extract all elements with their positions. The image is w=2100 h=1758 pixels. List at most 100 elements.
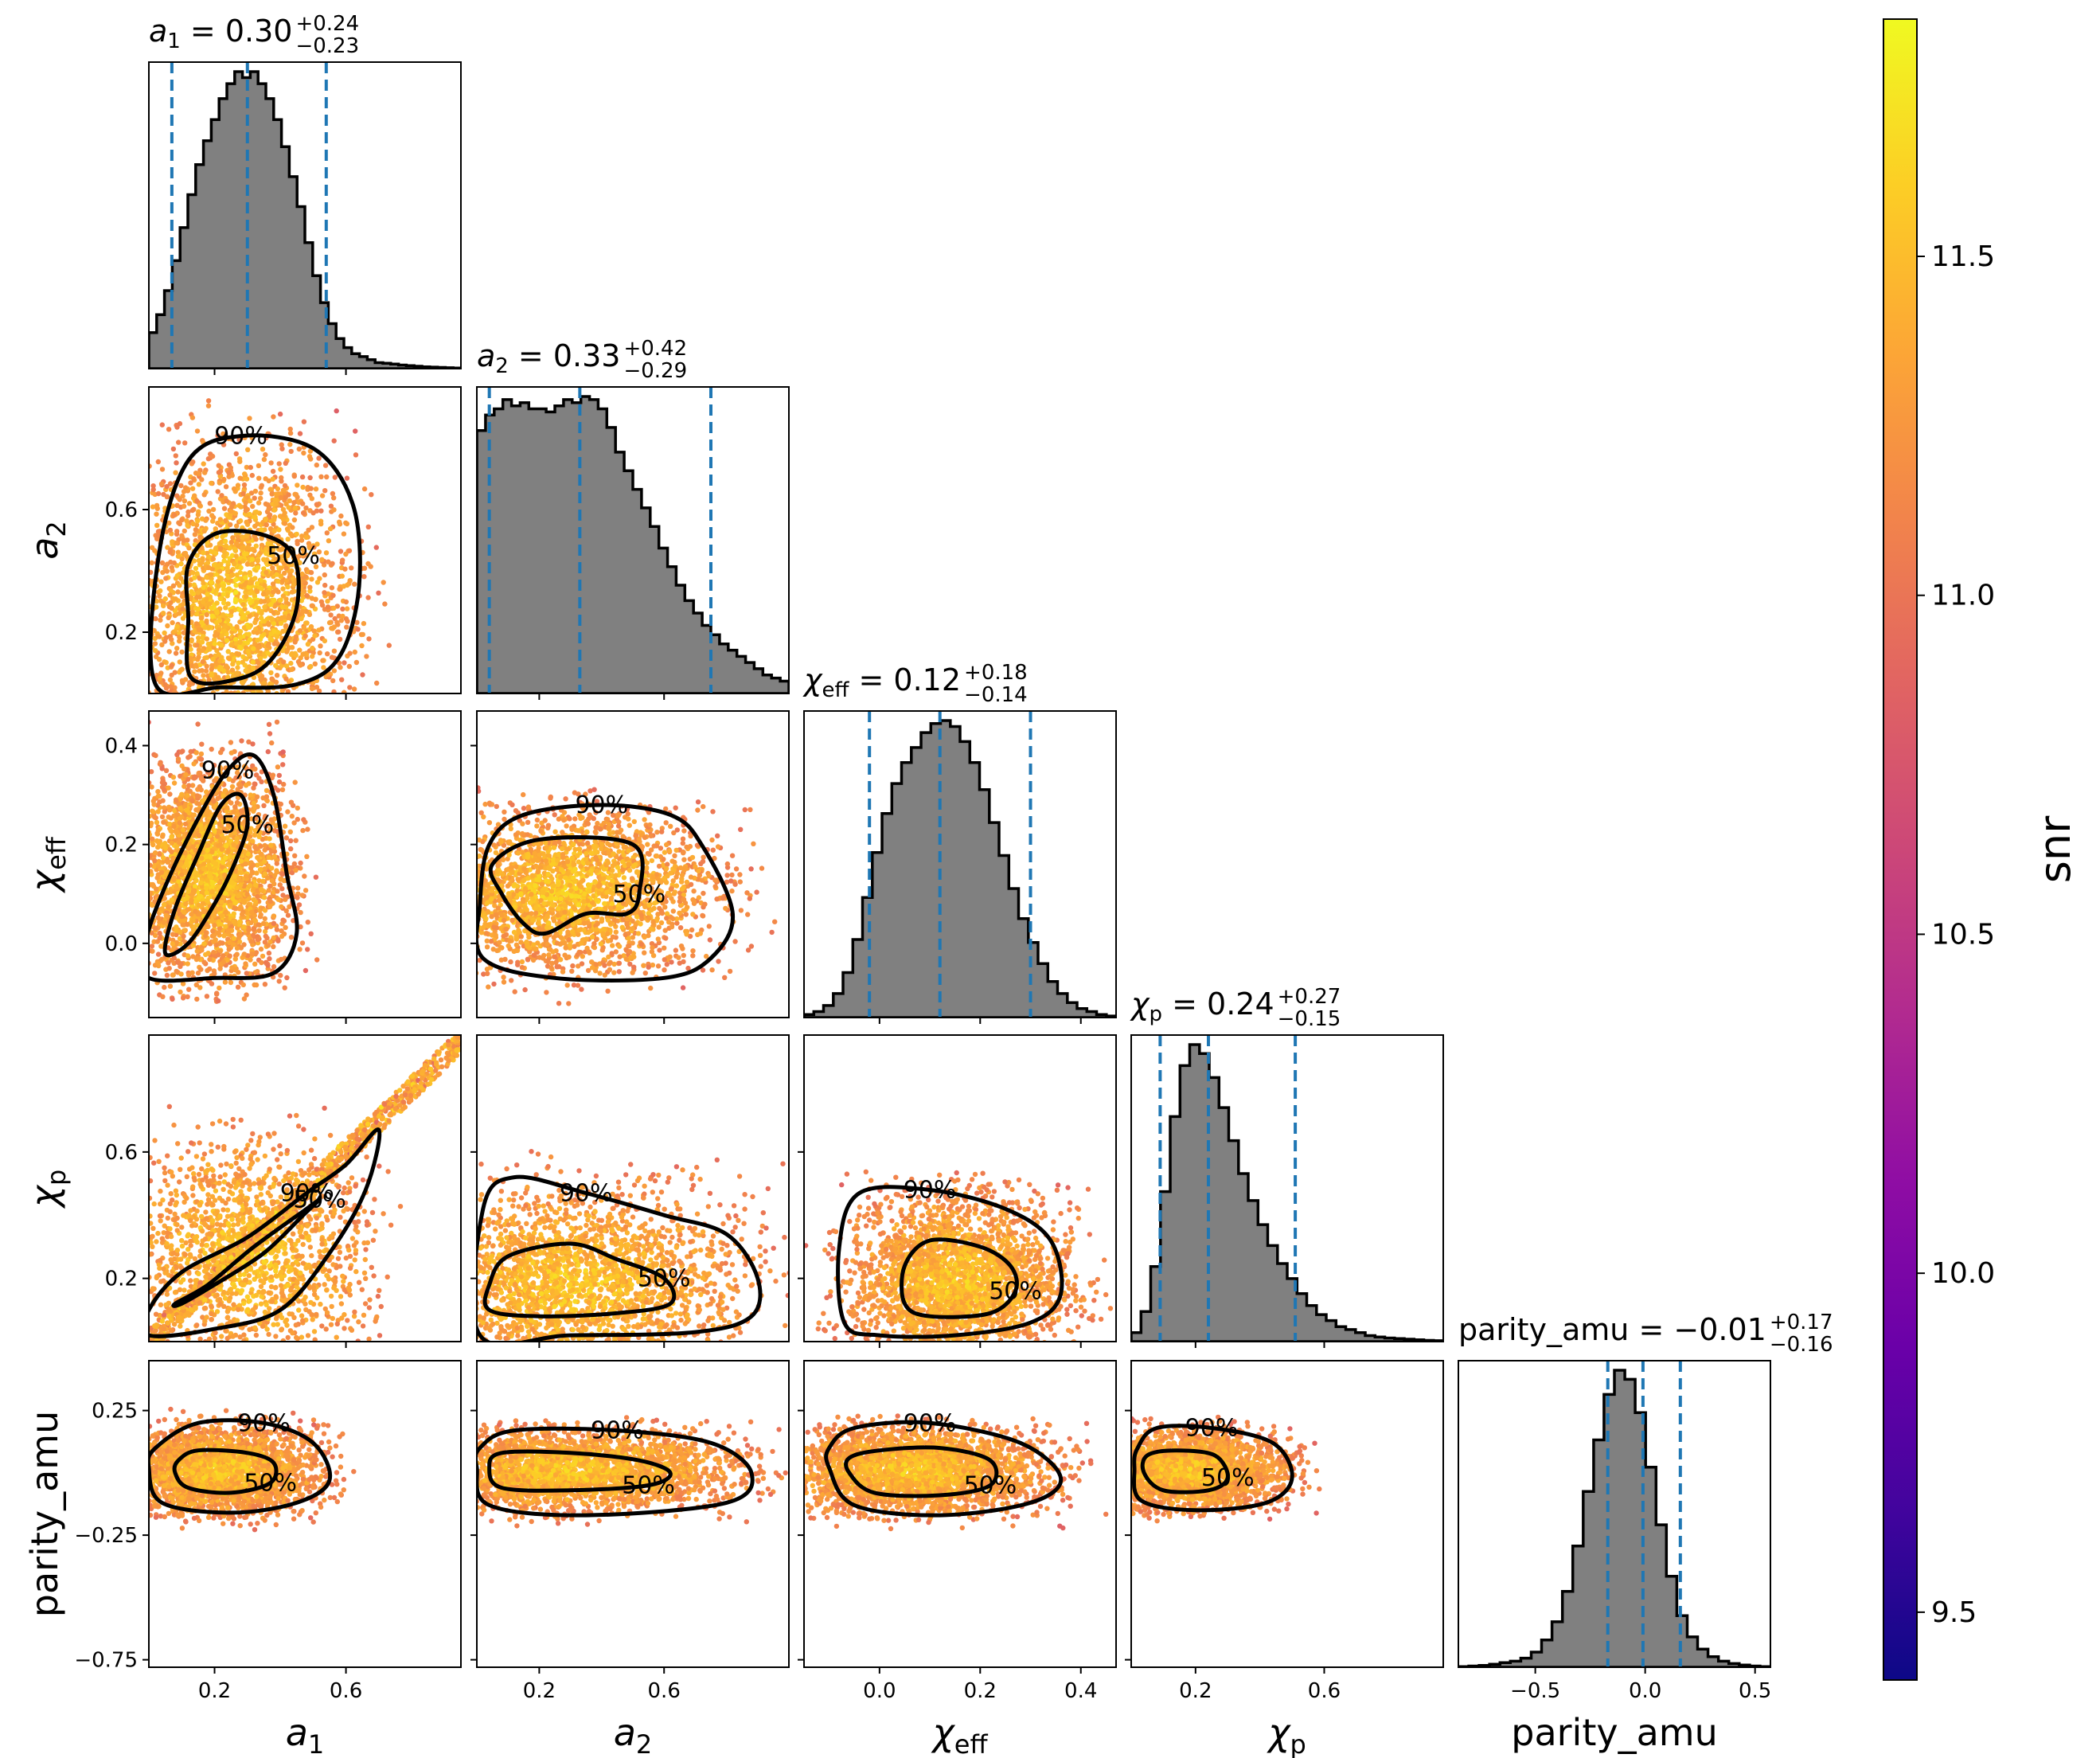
scatter-point xyxy=(167,592,173,598)
scatter-point xyxy=(217,985,222,991)
scatter-point xyxy=(275,610,281,616)
scatter-point xyxy=(270,772,276,778)
scatter-point xyxy=(189,783,196,788)
scatter-point xyxy=(206,678,212,683)
scatter-point xyxy=(193,621,200,627)
scatter-point xyxy=(182,528,187,534)
title-minus-parity_amu: −0.16 xyxy=(1770,1333,1833,1357)
scatter-point xyxy=(206,565,212,571)
scatter-point xyxy=(204,596,209,602)
scatter-point xyxy=(213,861,219,867)
scatter-point xyxy=(223,909,229,915)
scatter-point xyxy=(330,490,336,497)
scatter-point xyxy=(252,815,259,822)
scatter-point xyxy=(754,889,759,895)
scatter-point xyxy=(314,462,319,468)
scatter-point xyxy=(235,482,241,488)
scatter-point xyxy=(238,565,244,571)
scatter-point xyxy=(250,838,256,844)
scatter-point xyxy=(193,565,199,572)
scatter-point xyxy=(193,982,199,988)
scatter-point xyxy=(159,814,166,820)
scatter-point xyxy=(221,442,227,447)
scatter-point xyxy=(285,912,291,918)
scatter-point xyxy=(241,899,248,904)
scatter-point xyxy=(249,557,256,562)
scatter-point xyxy=(174,924,179,930)
scatter-point xyxy=(268,460,274,466)
scatter-point xyxy=(338,549,344,554)
scatter-point xyxy=(157,675,162,682)
scatter-point xyxy=(214,610,220,615)
scatter-point xyxy=(290,525,295,530)
title-minus-chi_p: −0.15 xyxy=(1278,1007,1341,1031)
scatter-point xyxy=(325,604,331,610)
scatter-point xyxy=(175,553,182,559)
scatter-point xyxy=(229,652,235,658)
scatter-point xyxy=(707,937,713,943)
scatter-point xyxy=(229,880,235,885)
scatter-point xyxy=(218,749,224,756)
scatter-point xyxy=(266,854,271,861)
scatter-point xyxy=(198,751,205,757)
scatter-point xyxy=(295,693,299,698)
scatter-point xyxy=(261,681,267,686)
scatter-point xyxy=(228,817,234,822)
scatter-panel-chi_eff-vs-a1: 90%50%0.00.20.4 xyxy=(105,710,462,1024)
scatter-point xyxy=(173,453,178,459)
scatter-point xyxy=(228,572,235,578)
scatter-point xyxy=(680,840,685,846)
scatter-point xyxy=(271,873,278,878)
scatter-point xyxy=(328,612,334,618)
scatter-point xyxy=(185,537,190,543)
scatter-point xyxy=(303,531,309,537)
scatter-point xyxy=(155,809,161,815)
scatter-point xyxy=(228,750,234,756)
scatter-point xyxy=(253,982,260,988)
scatter-point xyxy=(184,807,189,813)
scatter-point xyxy=(319,602,326,608)
scatter-point xyxy=(339,573,345,579)
scatter-point xyxy=(252,882,259,888)
scatter-point xyxy=(291,517,298,523)
scatter-point xyxy=(261,599,267,604)
ytick-label-chi_eff: 0.2 xyxy=(105,834,138,858)
scatter-point xyxy=(243,575,248,580)
scatter-point xyxy=(217,517,223,522)
scatter-point xyxy=(260,591,267,597)
scatter-point xyxy=(199,741,205,747)
scatter-point xyxy=(328,503,334,509)
scatter-point xyxy=(185,792,190,799)
scatter-point xyxy=(189,638,194,644)
scatter-point xyxy=(330,592,336,598)
scatter-point xyxy=(196,902,201,908)
scatter-point xyxy=(223,544,229,549)
scatter-point xyxy=(344,475,350,481)
scatter-point xyxy=(157,930,162,936)
scatter-panel-a2-vs-a1: 90%50%0.20.6 xyxy=(105,386,462,700)
scatter-point xyxy=(233,576,239,583)
scatter-point xyxy=(233,869,239,874)
scatter-point xyxy=(224,805,230,811)
scatter-point xyxy=(198,787,204,793)
scatter-point xyxy=(616,943,623,949)
scatter-point xyxy=(255,638,260,643)
scatter-point xyxy=(228,979,234,986)
scatter-point xyxy=(206,508,212,514)
scatter-point xyxy=(216,463,221,468)
scatter-point xyxy=(263,794,270,799)
scatter-point xyxy=(209,453,216,459)
scatter-point xyxy=(314,541,320,547)
scatter-point xyxy=(179,517,185,522)
scatter-point xyxy=(153,752,158,759)
scatter-point xyxy=(249,472,255,479)
scatter-point xyxy=(310,603,315,609)
scatter-point xyxy=(254,870,260,876)
scatter-point xyxy=(256,463,262,469)
scatter-point xyxy=(221,583,227,588)
scatter-point xyxy=(177,659,182,665)
scatter-point xyxy=(175,589,181,595)
scatter-point xyxy=(192,575,197,580)
scatter-point xyxy=(193,694,198,699)
scatter-point xyxy=(191,761,197,767)
